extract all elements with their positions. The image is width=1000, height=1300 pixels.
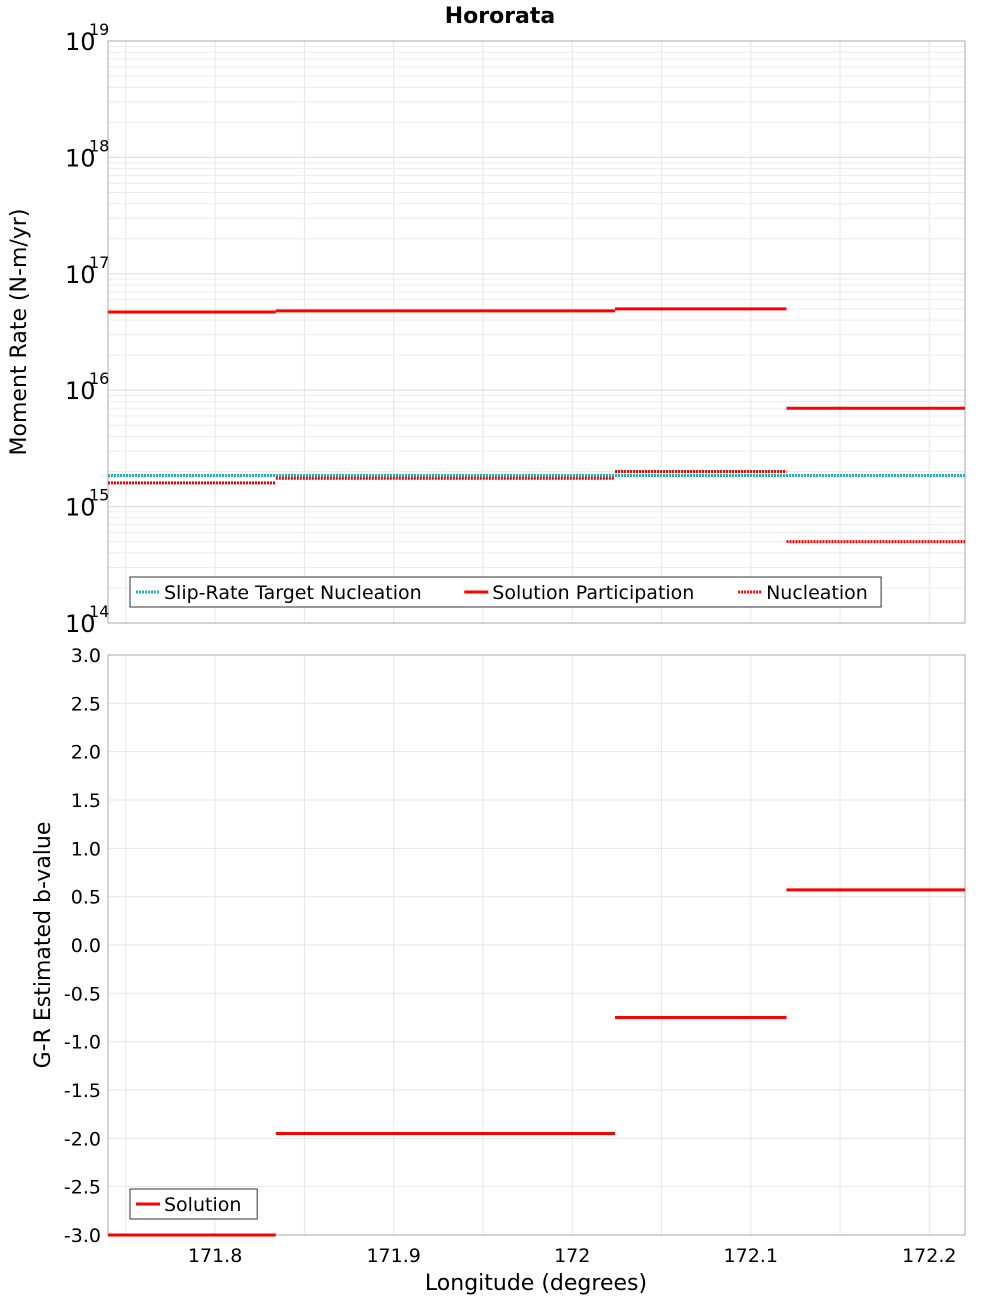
b-value-y-tick-label: 1.0 bbox=[71, 838, 101, 860]
moment-rate-y-tick-label: 10 bbox=[65, 377, 96, 405]
x-tick-label: 171.8 bbox=[188, 1245, 242, 1267]
x-tick-label: 172.1 bbox=[724, 1245, 778, 1267]
x-tick-label: 172 bbox=[554, 1245, 590, 1267]
b-value-y-tick-label: -2.0 bbox=[64, 1128, 101, 1150]
b-value-series-0 bbox=[108, 888, 965, 1237]
b-value-y-tick-label: -2.5 bbox=[64, 1177, 101, 1199]
moment-rate-y-tick-exponent: 18 bbox=[89, 136, 109, 155]
b-value-panel: G-R Estimated b-value -3.0 -2.5 -2.0 -1.5 -1… bbox=[31, 645, 966, 1247]
x-tick-label: 172.2 bbox=[902, 1245, 956, 1267]
moment-rate-y-tick-label: 10 bbox=[65, 610, 96, 638]
moment-rate-y-tick-exponent: 15 bbox=[89, 486, 109, 505]
moment-rate-legend-label: Nucleation bbox=[766, 582, 868, 604]
b-value-y-tick-label: -1.5 bbox=[64, 1080, 101, 1102]
moment-rate-y-tick-exponent: 17 bbox=[89, 253, 109, 272]
moment-rate-y-tick-label: 10 bbox=[65, 144, 96, 172]
moment-rate-y-tick-exponent: 16 bbox=[89, 369, 109, 388]
b-value-grid bbox=[108, 654, 965, 1236]
b-value-y-tick-label: 0.5 bbox=[71, 887, 101, 909]
moment-rate-y-tick-label: 10 bbox=[65, 261, 96, 289]
b-value-plot-frame bbox=[107, 654, 966, 1236]
b-value-y-tick-label: 1.5 bbox=[71, 790, 101, 812]
b-value-y-axis-title: G-R Estimated b-value bbox=[31, 822, 56, 1069]
b-value-y-tick-label: -3.0 bbox=[64, 1225, 101, 1247]
b-value-legend-label: Solution bbox=[164, 1194, 241, 1216]
b-value-legend: Solution bbox=[129, 1188, 258, 1220]
moment-rate-grid bbox=[108, 41, 965, 624]
b-value-y-tick-label: 2.5 bbox=[71, 693, 101, 715]
moment-rate-y-axis-title: Moment Rate (N-m/yr) bbox=[7, 209, 32, 456]
b-value-y-tick-label: -1.0 bbox=[64, 1032, 101, 1054]
chart-title: Hororata bbox=[445, 4, 556, 29]
b-value-legend-frame bbox=[129, 1188, 258, 1220]
b-value-y-tick-label: -0.5 bbox=[64, 983, 101, 1005]
moment-rate-legend-label: Solution Participation bbox=[492, 582, 694, 604]
b-value-y-tick-label: 3.0 bbox=[71, 645, 101, 667]
moment-rate-y-tick-exponent: 14 bbox=[89, 602, 109, 621]
moment-rate-legend-label: Slip-Rate Target Nucleation bbox=[164, 582, 422, 604]
b-value-y-tick-label: 0.0 bbox=[71, 935, 101, 957]
moment-rate-y-tick-label: 10 bbox=[65, 28, 96, 56]
x-tick-label: 171.9 bbox=[366, 1245, 420, 1267]
moment-rate-panel: Moment Rate (N-m/yr) 1014101510161017101… bbox=[7, 20, 966, 638]
moment-rate-y-tick-label: 10 bbox=[65, 494, 96, 522]
x-axis-title: Longitude (degrees) bbox=[425, 1271, 647, 1296]
moment-rate-legend: Slip-Rate Target Nucleation Solution Part… bbox=[129, 576, 882, 608]
moment-rate-series-2 bbox=[108, 470, 965, 544]
b-value-y-tick-label: 2.0 bbox=[71, 742, 101, 764]
moment-rate-legend-frame bbox=[129, 576, 882, 608]
x-axis-ticks: 171.8 171.9 172 172.1 172.2 bbox=[188, 1245, 957, 1267]
moment-rate-plot-frame bbox=[107, 40, 966, 624]
moment-rate-series-1 bbox=[108, 307, 965, 410]
moment-rate-y-tick-exponent: 19 bbox=[89, 20, 109, 39]
